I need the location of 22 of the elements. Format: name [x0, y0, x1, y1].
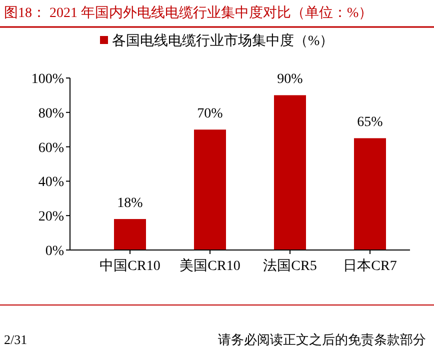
- data-label: 70%: [197, 106, 224, 122]
- bar: [194, 130, 226, 250]
- x-tick-label: 日本CR7: [343, 258, 397, 274]
- y-tick-label: 40%: [38, 175, 64, 190]
- y-tick-label: 60%: [38, 140, 64, 156]
- text: 2/31: [4, 332, 28, 347]
- data-label: 18%: [117, 196, 144, 212]
- bar: [354, 138, 386, 250]
- bar: [114, 219, 146, 250]
- y-tick-label: 80%: [38, 106, 64, 122]
- data-label: 90%: [277, 72, 304, 88]
- text: 请务必阅读正文之后的免责条款部分: [218, 332, 426, 347]
- y-tick-label: 100%: [31, 72, 64, 87]
- x-tick-label: 美国CR10: [180, 258, 240, 274]
- data-label: 65%: [357, 115, 384, 130]
- legend-label: 各国电线电缆行业市场集中度（%）: [112, 33, 334, 49]
- bar: [274, 95, 306, 250]
- x-tick-label: 法国CR5: [263, 258, 317, 274]
- y-tick-label: 20%: [38, 210, 64, 225]
- y-tick-label: 0%: [45, 244, 64, 259]
- x-tick-label: 中国CR10: [100, 258, 160, 274]
- chart-title: 图18： 2021 年国内外电线电缆行业集中度对比（单位：%）: [4, 5, 373, 21]
